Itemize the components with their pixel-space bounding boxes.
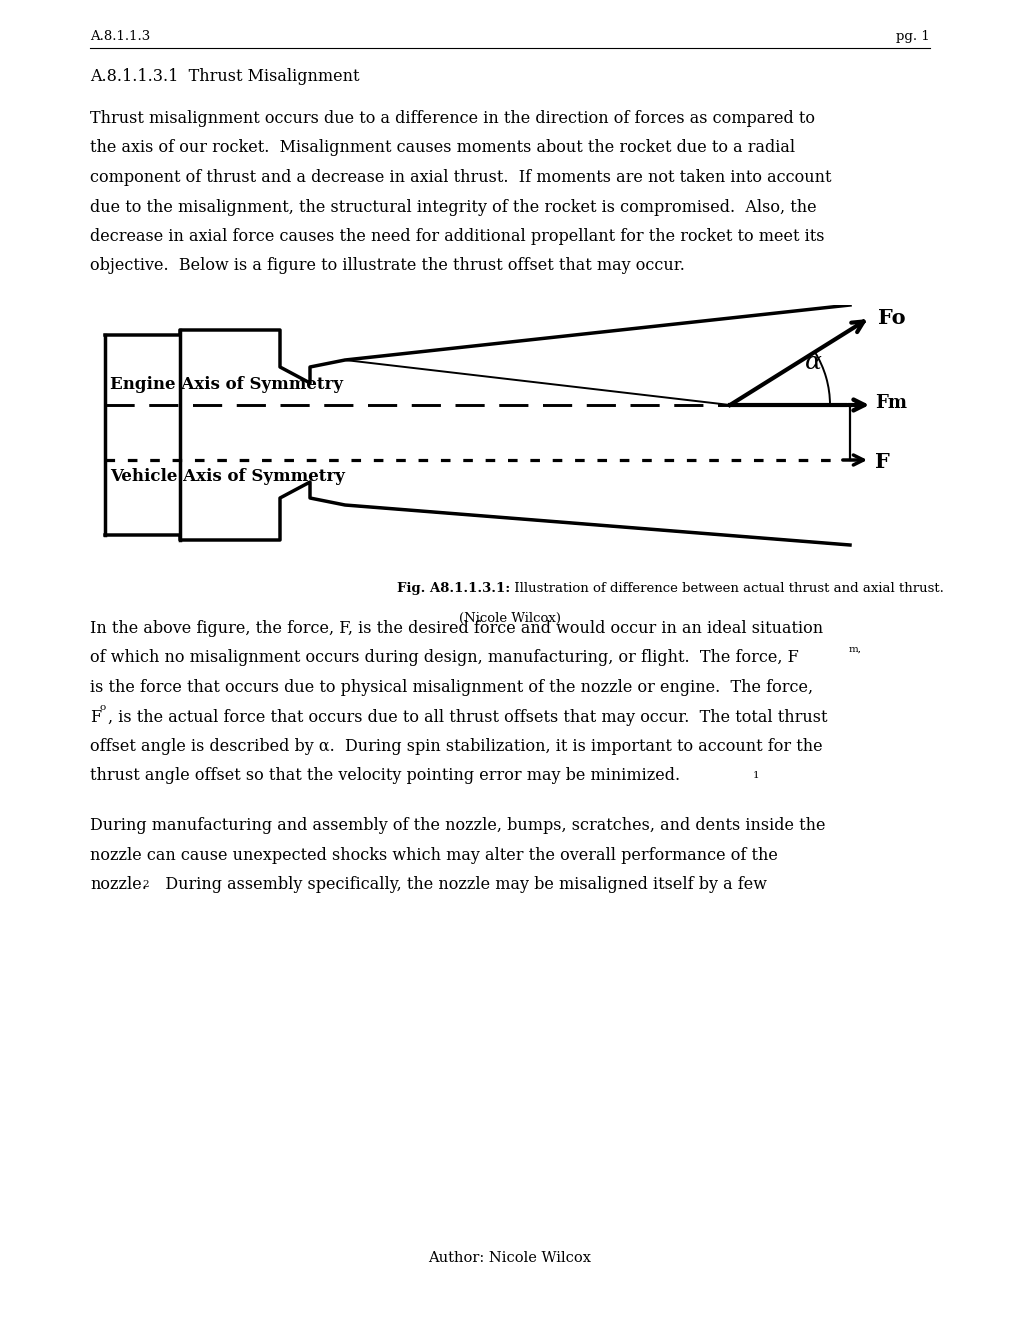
Text: m,: m, (848, 644, 861, 653)
Text: 2: 2 (142, 880, 149, 888)
Text: Engine Axis of Symmetry: Engine Axis of Symmetry (110, 376, 342, 393)
Text: F: F (90, 709, 101, 726)
Text: of which no misalignment occurs during design, manufacturing, or flight.  The fo: of which no misalignment occurs during d… (90, 649, 798, 667)
Text: In the above figure, the force, F, is the desired force and would occur in an id: In the above figure, the force, F, is th… (90, 620, 822, 638)
Text: nozzle.: nozzle. (90, 876, 147, 894)
Text: During manufacturing and assembly of the nozzle, bumps, scratches, and dents ins: During manufacturing and assembly of the… (90, 817, 824, 834)
Text: Fm: Fm (874, 393, 906, 412)
Text: Author: Nicole Wilcox: Author: Nicole Wilcox (428, 1251, 591, 1265)
Text: due to the misalignment, the structural integrity of the rocket is compromised. : due to the misalignment, the structural … (90, 198, 816, 215)
Text: Vehicle Axis of Symmetry: Vehicle Axis of Symmetry (110, 469, 344, 484)
Text: the axis of our rocket.  Misalignment causes moments about the rocket due to a r: the axis of our rocket. Misalignment cau… (90, 140, 795, 157)
Text: Thrust misalignment occurs due to a difference in the direction of forces as com: Thrust misalignment occurs due to a diff… (90, 110, 814, 127)
Text: nozzle can cause unexpected shocks which may alter the overall performance of th: nozzle can cause unexpected shocks which… (90, 846, 777, 863)
Text: , is the actual force that occurs due to all thrust offsets that may occur.  The: , is the actual force that occurs due to… (107, 709, 826, 726)
Text: o: o (100, 704, 106, 713)
Text: Fo: Fo (877, 308, 905, 327)
Text: objective.  Below is a figure to illustrate the thrust offset that may occur.: objective. Below is a figure to illustra… (90, 257, 684, 275)
Text: pg. 1: pg. 1 (896, 30, 929, 44)
Text: Fig. A8.1.1.3.1:: Fig. A8.1.1.3.1: (396, 582, 510, 595)
Text: (Nicole Wilcox): (Nicole Wilcox) (459, 611, 560, 624)
Text: 1: 1 (752, 771, 759, 780)
Text: F: F (874, 451, 889, 473)
Text: A.8.1.1.3.1  Thrust Misalignment: A.8.1.1.3.1 Thrust Misalignment (90, 69, 359, 84)
Text: decrease in axial force causes the need for additional propellant for the rocket: decrease in axial force causes the need … (90, 228, 823, 246)
Text: is the force that occurs due to physical misalignment of the nozzle or engine.  : is the force that occurs due to physical… (90, 678, 812, 696)
Text: component of thrust and a decrease in axial thrust.  If moments are not taken in: component of thrust and a decrease in ax… (90, 169, 830, 186)
Text: thrust angle offset so that the velocity pointing error may be minimized.: thrust angle offset so that the velocity… (90, 767, 680, 784)
Text: α: α (804, 351, 821, 375)
Text: During assembly specifically, the nozzle may be misaligned itself by a few: During assembly specifically, the nozzle… (150, 876, 766, 894)
Text: A.8.1.1.3: A.8.1.1.3 (90, 30, 150, 44)
Text: Illustration of difference between actual thrust and axial thrust.: Illustration of difference between actua… (510, 582, 943, 595)
Text: offset angle is described by α.  During spin stabilization, it is important to a: offset angle is described by α. During s… (90, 738, 821, 755)
